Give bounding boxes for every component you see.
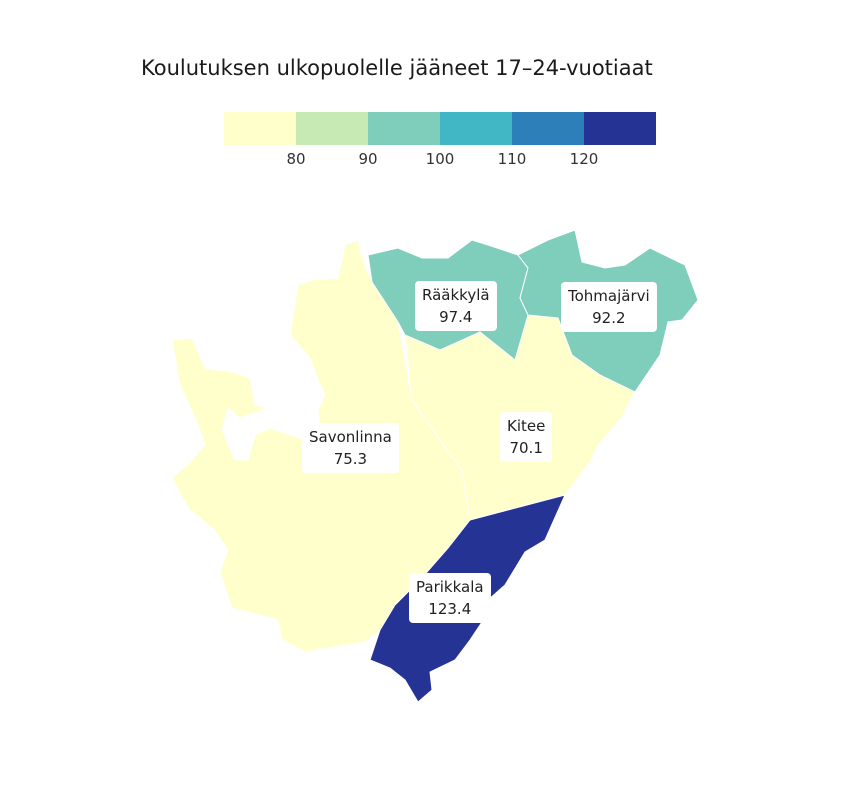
region-value: 92.2 — [592, 309, 626, 327]
region-label-kitee: Kitee 70.1 — [500, 412, 553, 462]
region-value: 123.4 — [428, 600, 472, 618]
region-value: 70.1 — [509, 439, 543, 457]
region-value: 97.4 — [439, 308, 473, 326]
region-name: Parikkala — [416, 578, 484, 596]
legend-swatch — [296, 112, 368, 145]
legend-tick: 110 — [497, 150, 527, 168]
legend-tick: 120 — [569, 150, 599, 168]
legend-swatch — [224, 112, 296, 145]
region-name: Rääkkylä — [422, 286, 490, 304]
region-label-tohmajarvi: Tohmajärvi 92.2 — [561, 282, 657, 332]
region-label-raakkyla: Rääkkylä 97.4 — [415, 281, 497, 331]
region-name: Tohmajärvi — [568, 287, 650, 305]
color-legend: 80 90 100 110 120 — [224, 112, 656, 182]
map-title: Koulutuksen ulkopuolelle jääneet 17–24-v… — [141, 56, 653, 80]
region-name: Savonlinna — [309, 428, 392, 446]
legend-swatch — [440, 112, 512, 145]
region-label-parikkala: Parikkala 123.4 — [409, 573, 491, 623]
legend-tick: 100 — [425, 150, 455, 168]
legend-swatch — [368, 112, 440, 145]
region-name: Kitee — [507, 417, 546, 435]
region-label-savonlinna: Savonlinna 75.3 — [302, 423, 399, 473]
region-value: 75.3 — [333, 450, 368, 468]
legend-swatch — [512, 112, 584, 145]
legend-swatch — [584, 112, 656, 145]
legend-tick: 90 — [358, 150, 378, 168]
legend-tick: 80 — [286, 150, 306, 168]
